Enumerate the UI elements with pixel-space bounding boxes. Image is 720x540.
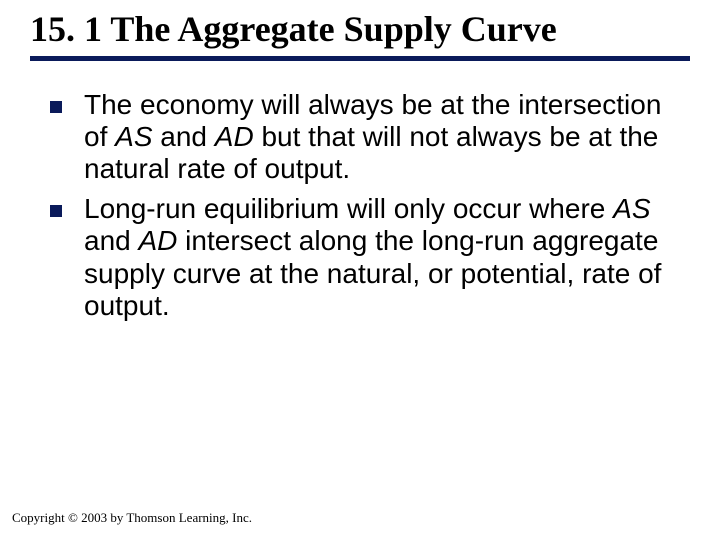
bullet-item: Long-run equilibrium will only occur whe…: [50, 193, 670, 322]
italic-term: AS: [613, 193, 650, 224]
copyright-footer: Copyright © 2003 by Thomson Learning, In…: [12, 510, 252, 526]
text-segment: and: [84, 225, 139, 256]
square-bullet-icon: [50, 101, 62, 113]
bullet-text: The economy will always be at the inters…: [84, 89, 670, 186]
italic-term: AD: [139, 225, 178, 256]
bullet-item: The economy will always be at the inters…: [50, 89, 670, 186]
slide-title: 15. 1 The Aggregate Supply Curve: [30, 10, 690, 50]
square-bullet-icon: [50, 205, 62, 217]
italic-term: AD: [215, 121, 254, 152]
title-area: 15. 1 The Aggregate Supply Curve: [0, 0, 720, 61]
text-segment: and: [153, 121, 215, 152]
italic-term: AS: [115, 121, 152, 152]
content-area: The economy will always be at the inters…: [0, 61, 720, 322]
text-segment: Long-run equilibrium will only occur whe…: [84, 193, 613, 224]
bullet-text: Long-run equilibrium will only occur whe…: [84, 193, 670, 322]
